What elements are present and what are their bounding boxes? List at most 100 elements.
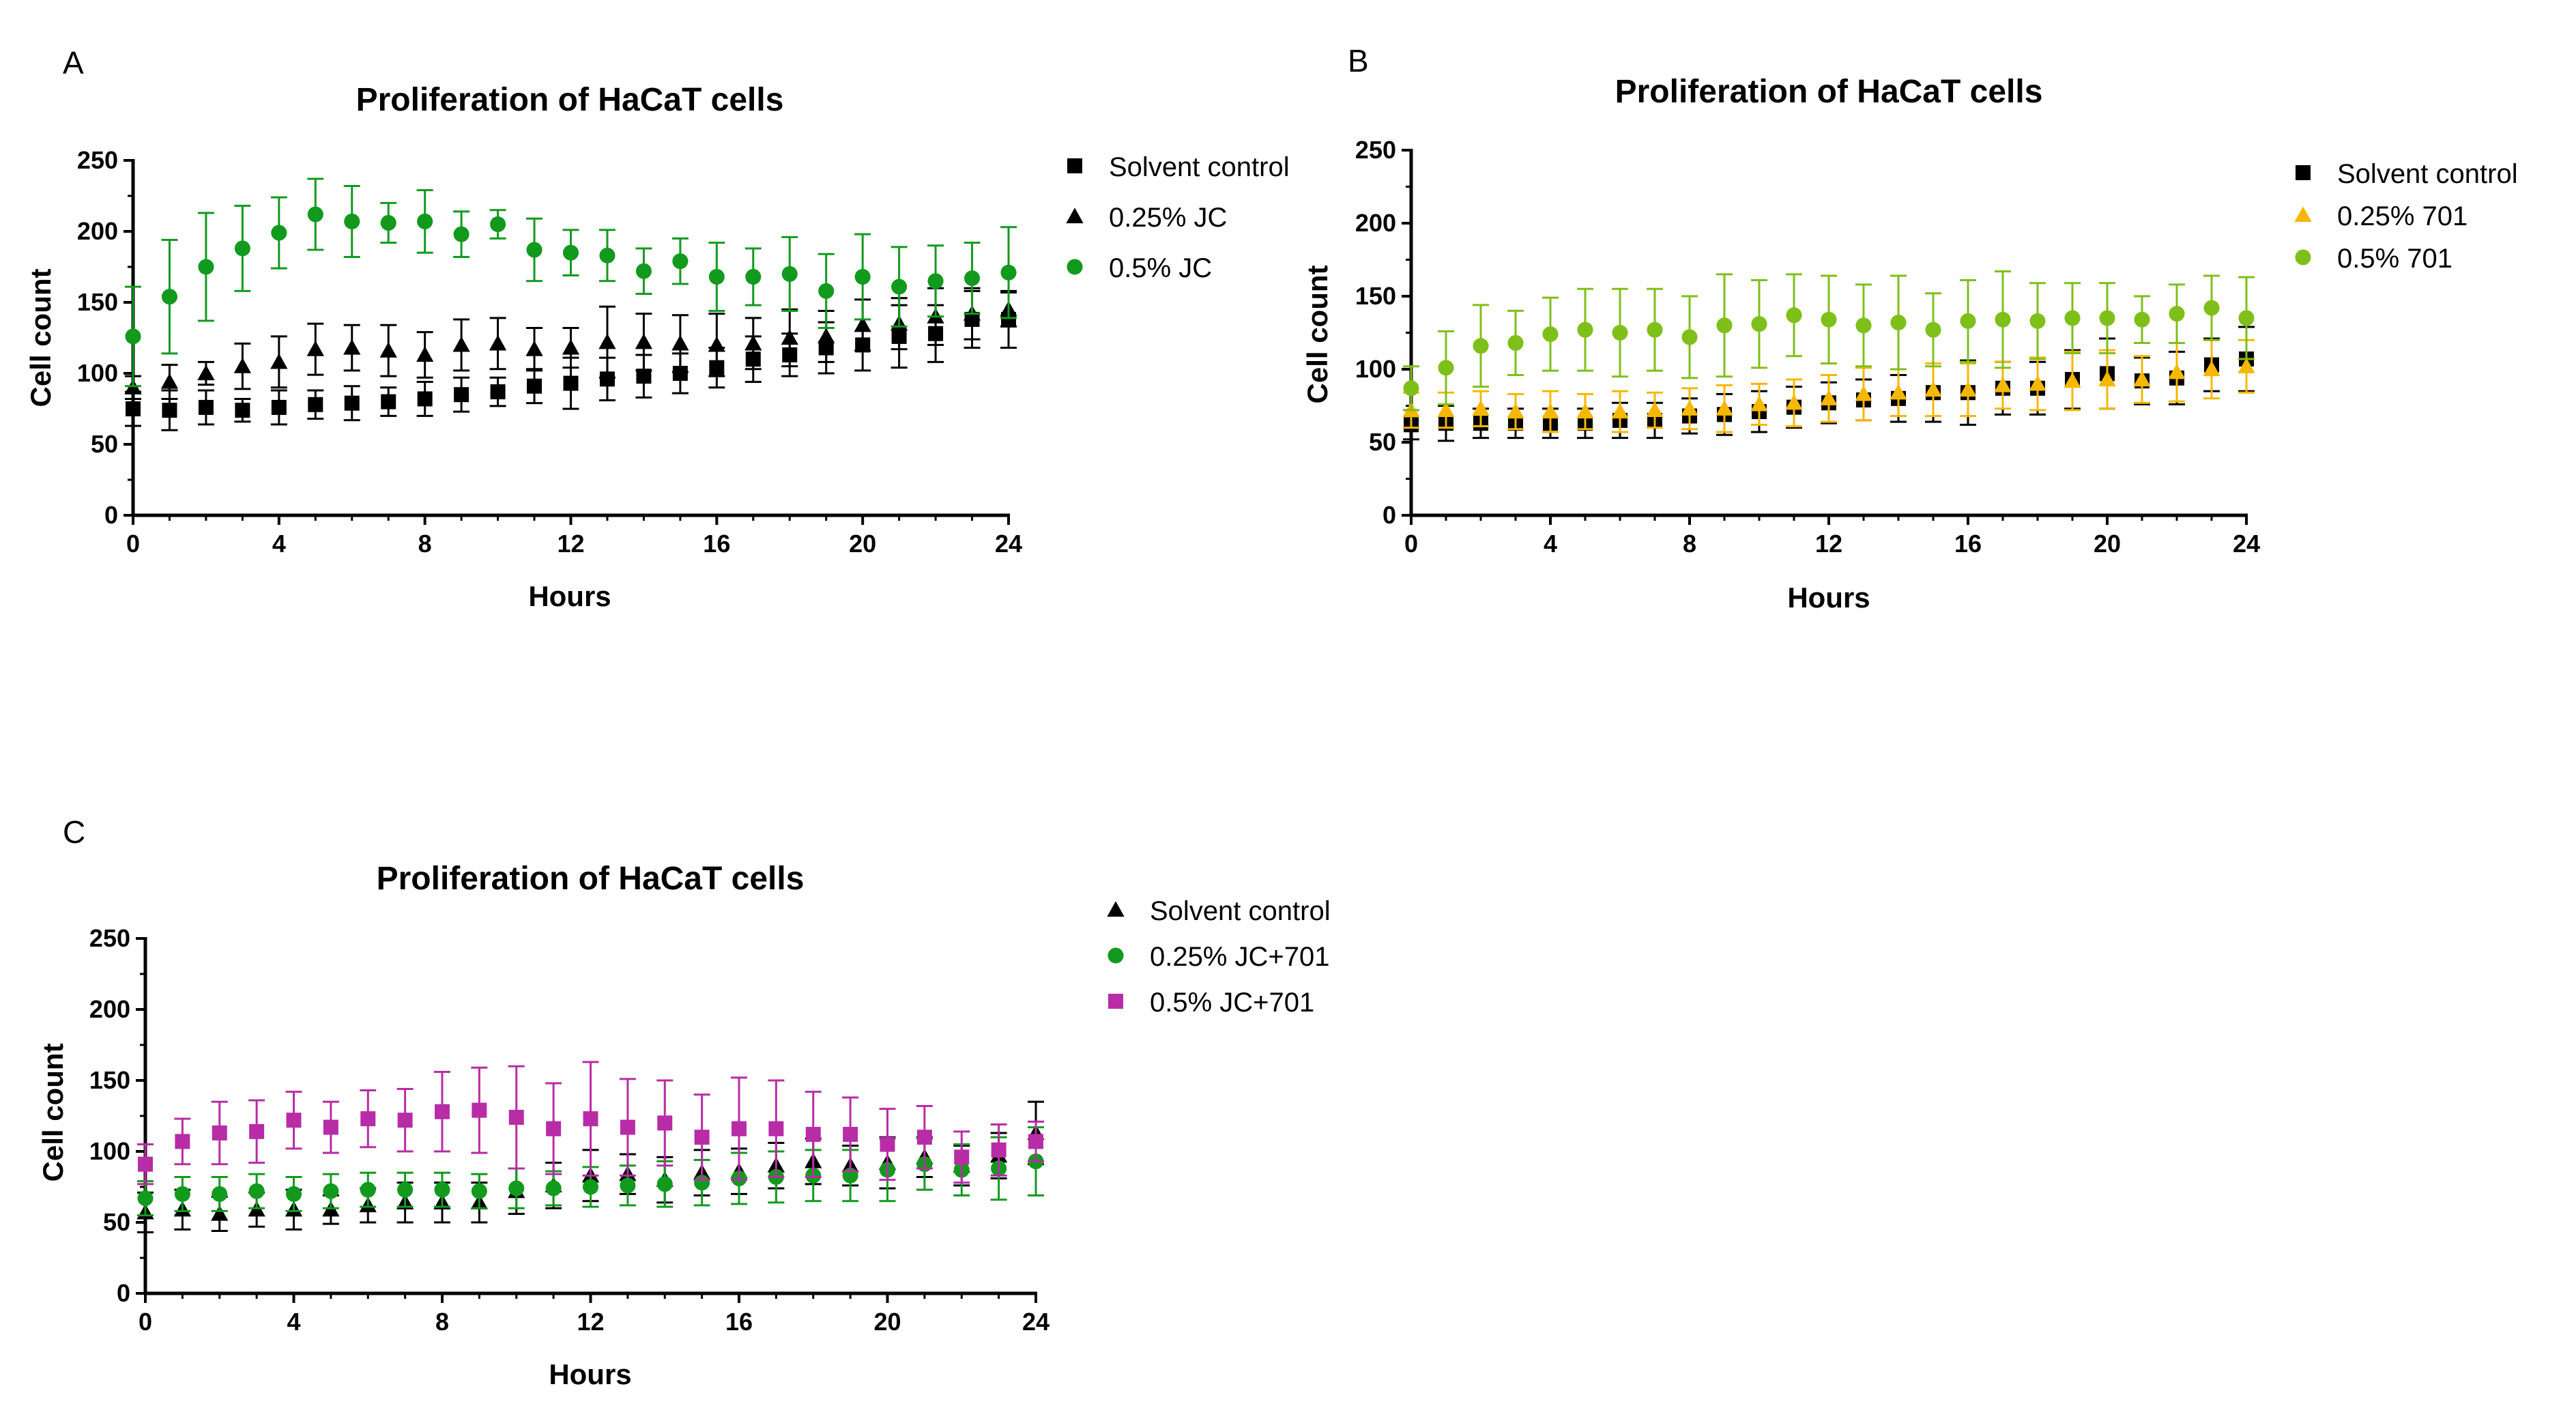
data-point — [248, 1183, 265, 1199]
data-point — [1437, 401, 1455, 418]
data-point — [344, 395, 360, 411]
panel-c: C Proliferation of HaCaT cells Hours Cel… — [37, 814, 1331, 1390]
chart-title-b: Proliferation of HaCaT cells — [1615, 74, 2043, 110]
data-point — [472, 1102, 487, 1118]
y-tick-label: 100 — [77, 359, 118, 387]
data-point — [657, 1115, 673, 1131]
data-point — [471, 1183, 487, 1199]
data-point — [1890, 314, 1907, 331]
data-point — [212, 1186, 228, 1202]
data-point — [1438, 360, 1454, 376]
data-point — [452, 336, 470, 352]
data-point — [508, 1180, 525, 1196]
x-tick-label: 8 — [435, 1308, 449, 1336]
chart-title-a: Proliferation of HaCaT cells — [356, 82, 784, 118]
x-tick-label: 12 — [557, 530, 584, 558]
data-point — [562, 244, 579, 261]
data-point — [1000, 264, 1017, 281]
data-point — [562, 339, 580, 355]
x-tick-label: 8 — [418, 530, 432, 558]
data-point — [1855, 385, 1872, 401]
data-point — [1716, 317, 1733, 334]
data-point — [954, 1149, 970, 1165]
data-point — [694, 1175, 710, 1191]
data-point — [397, 1113, 413, 1128]
data-point — [360, 1181, 376, 1198]
data-point — [1820, 390, 1838, 405]
x-tick-label: 0 — [1404, 530, 1418, 558]
legend-label: 0.5% JC — [1109, 253, 1212, 283]
data-point — [489, 334, 507, 351]
data-point — [2099, 310, 2115, 326]
y-tick-label: 0 — [1383, 501, 1396, 529]
data-point — [125, 328, 141, 345]
x-axis-label-a: Hours — [528, 580, 611, 612]
data-point — [198, 259, 214, 275]
data-point — [2203, 300, 2220, 316]
data-point — [818, 283, 835, 299]
data-point — [360, 1111, 376, 1127]
legend-label: 0.5% JC+701 — [1150, 988, 1314, 1018]
legend-c: Solvent control 0.25% JC+701 0.5% JC+701 — [1107, 896, 1331, 1018]
legend-label: Solvent control — [1150, 896, 1331, 926]
data-point — [599, 247, 616, 263]
data-point — [1751, 316, 1767, 332]
data-marks-b — [1402, 270, 2255, 442]
data-point — [671, 334, 689, 351]
data-point — [285, 1186, 302, 1202]
data-point — [379, 342, 397, 358]
data-point — [1821, 311, 1837, 328]
data-point — [582, 1179, 599, 1195]
data-point — [563, 375, 579, 391]
data-point — [197, 364, 215, 381]
data-point — [526, 242, 542, 258]
data-point — [160, 373, 179, 389]
data-point — [380, 214, 396, 231]
x-tick-label: 8 — [1683, 530, 1696, 558]
legend-label: Solvent control — [1109, 152, 1290, 182]
axes-c: 0 50 100 150 200 250 0 4 8 12 16 20 24 — [89, 924, 1050, 1336]
data-point — [672, 366, 688, 381]
x-tick-label: 4 — [272, 530, 286, 558]
y-tick-label: 200 — [1355, 209, 1396, 237]
legend-marker — [1067, 158, 1082, 173]
y-tick-label: 250 — [89, 924, 130, 952]
x-tick-label: 0 — [139, 1308, 152, 1336]
data-point — [880, 1136, 895, 1152]
x-tick-label: 16 — [703, 530, 730, 558]
data-point — [1028, 1134, 1043, 1149]
data-point — [781, 329, 798, 345]
series-a-3 — [125, 177, 1017, 388]
data-point — [635, 333, 653, 349]
data-point — [854, 316, 871, 332]
data-point — [271, 225, 287, 241]
legend-label: 0.25% 701 — [2337, 201, 2468, 231]
data-point — [991, 1142, 1007, 1158]
data-point — [1681, 400, 1698, 416]
legend-marker — [2295, 249, 2311, 265]
data-point — [490, 216, 506, 233]
data-point — [235, 403, 250, 418]
data-point — [817, 328, 835, 344]
data-point — [1576, 403, 1594, 419]
y-tick-label: 0 — [117, 1279, 130, 1307]
data-point — [2029, 313, 2046, 329]
data-point — [490, 384, 506, 400]
y-axis-label-a: Cell count — [25, 268, 57, 407]
data-point — [964, 270, 981, 287]
series-b-2 — [1402, 339, 2255, 433]
panel-letter-a: A — [63, 45, 84, 81]
data-point — [620, 1177, 636, 1194]
data-point — [527, 378, 542, 394]
data-point — [805, 1127, 821, 1143]
data-point — [656, 1176, 673, 1192]
data-point — [744, 334, 762, 351]
data-point — [2168, 363, 2186, 379]
data-point — [2064, 372, 2081, 388]
data-point — [620, 1119, 635, 1135]
data-point — [854, 269, 871, 285]
data-point — [1507, 334, 1524, 351]
y-tick-label: 50 — [1369, 428, 1396, 456]
data-point — [307, 206, 323, 223]
